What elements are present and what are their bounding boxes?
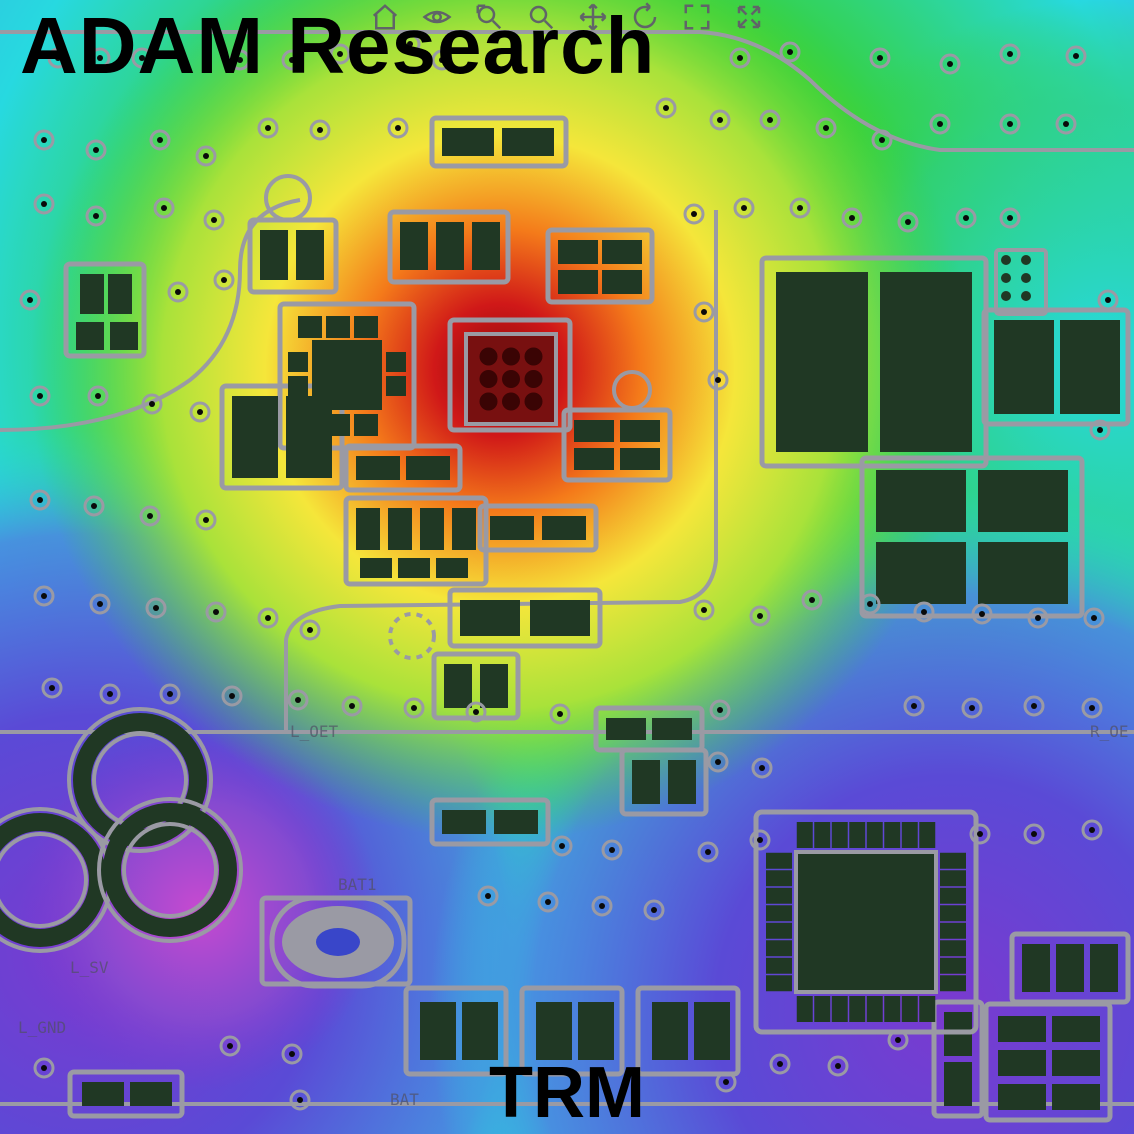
watermark-bottom: TRM	[489, 1052, 645, 1134]
fullscreen-icon[interactable]	[734, 2, 764, 32]
net-label: BAT1	[338, 875, 377, 894]
net-label: L_OET	[290, 722, 338, 741]
bga-component	[466, 334, 556, 424]
fit-icon[interactable]	[682, 2, 712, 32]
thermal-viewport: ADAM Research TRM L_OET R_OE BAT1 BAT L_SV L_…	[0, 0, 1134, 1134]
net-label: L_SV	[70, 958, 109, 977]
watermark-top: ADAM Research	[20, 0, 655, 92]
net-label: R_OE	[1090, 722, 1129, 741]
pcb-thermal-canvas[interactable]	[0, 0, 1134, 1134]
net-label: BAT	[390, 1090, 419, 1109]
net-label: L_GND	[18, 1018, 66, 1037]
